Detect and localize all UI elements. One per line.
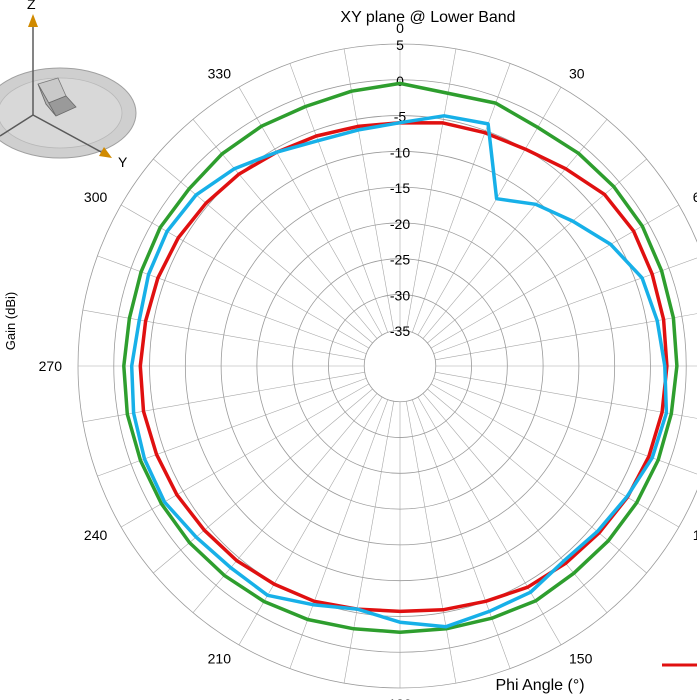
radial-tick-label: -35 bbox=[390, 323, 410, 339]
grid-spoke bbox=[435, 371, 697, 419]
antenna-orientation-inset: Z Y bbox=[0, 0, 137, 170]
radial-tick-label: -15 bbox=[390, 180, 410, 196]
radial-tick-labels: 50-5-10-15-20-25-30-35 bbox=[390, 37, 410, 339]
antenna-block-end bbox=[37, 83, 57, 117]
x-axis-title: Phi Angle (°) bbox=[495, 677, 584, 694]
grid-ring bbox=[113, 79, 687, 653]
grid-ring bbox=[328, 294, 472, 438]
grid-ring bbox=[292, 258, 508, 474]
angle-tick-label: 300 bbox=[84, 189, 108, 205]
angle-tick-label: 30 bbox=[569, 65, 585, 81]
chart-title: XY plane @ Lower Band bbox=[340, 9, 515, 26]
grid-ring bbox=[77, 43, 697, 689]
grid-ring bbox=[220, 186, 580, 546]
angle-tick-label: 60 bbox=[693, 189, 697, 205]
series-line-3 bbox=[129, 114, 669, 629]
z-axis-label: Z bbox=[27, 0, 36, 12]
y-axis-arrow-icon bbox=[99, 147, 112, 158]
grid-ring bbox=[363, 329, 437, 403]
data-series bbox=[122, 81, 679, 634]
angle-tick-label: 0 bbox=[396, 20, 404, 36]
y-axis-label: Y bbox=[118, 154, 128, 170]
angle-tick-label: 120 bbox=[693, 527, 697, 543]
grid-ring bbox=[184, 150, 616, 582]
z-axis-arrow-icon bbox=[28, 14, 38, 27]
angle-tick-label: 180 bbox=[388, 696, 412, 700]
grid-ring bbox=[149, 115, 651, 617]
radial-tick-label: -30 bbox=[390, 287, 410, 303]
angle-tick-label: 210 bbox=[208, 651, 232, 667]
series-line-2 bbox=[138, 120, 669, 614]
radial-tick-label: -25 bbox=[390, 252, 410, 268]
radial-tick-label: 0 bbox=[396, 73, 404, 89]
y-axis-line bbox=[32, 114, 104, 154]
y-axis-title: Gain (dBi) bbox=[3, 292, 18, 351]
x-axis-line bbox=[0, 114, 34, 137]
radial-tick-label: -20 bbox=[390, 216, 410, 232]
angle-tick-label: 330 bbox=[208, 65, 232, 81]
radial-tick-label: -10 bbox=[390, 144, 410, 160]
angle-tick-labels: 0306090120150180210240270300330 bbox=[39, 20, 697, 700]
polar-grid bbox=[77, 43, 697, 689]
grid-ring bbox=[256, 222, 544, 510]
series-line-1 bbox=[122, 81, 679, 634]
angle-tick-label: 270 bbox=[39, 358, 63, 374]
angle-tick-label: 150 bbox=[569, 651, 593, 667]
radial-tick-label: 5 bbox=[396, 37, 404, 53]
angle-tick-label: 240 bbox=[84, 527, 108, 543]
